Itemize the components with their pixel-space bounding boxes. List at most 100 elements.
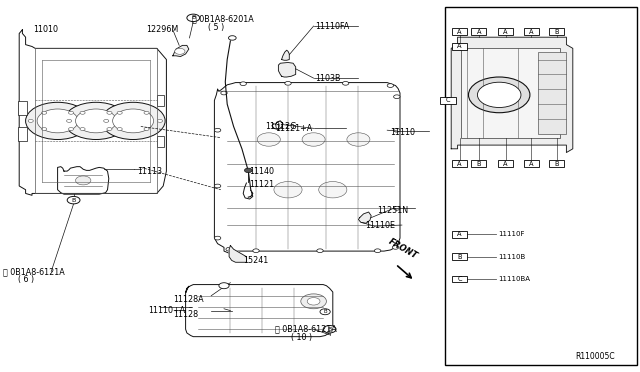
Text: 11113: 11113 [138,167,163,176]
Circle shape [342,81,349,85]
Circle shape [120,119,125,122]
Circle shape [76,176,91,185]
Circle shape [42,111,47,114]
Text: B: B [457,254,462,260]
FancyBboxPatch shape [440,97,456,104]
Bar [18,101,27,115]
FancyBboxPatch shape [452,28,467,35]
FancyBboxPatch shape [471,28,486,35]
Text: 11012G: 11012G [266,122,297,131]
Bar [157,136,164,147]
FancyBboxPatch shape [498,160,513,167]
Bar [157,95,164,106]
Circle shape [42,128,47,131]
Polygon shape [58,167,109,194]
Polygon shape [229,246,246,262]
Circle shape [374,249,381,253]
Circle shape [387,84,394,87]
Circle shape [347,133,370,146]
Circle shape [302,133,325,146]
Text: ( 6 ): ( 6 ) [18,275,34,284]
Text: A: A [529,161,534,167]
FancyBboxPatch shape [471,160,486,167]
Bar [538,52,566,134]
Text: 11121+A: 11121+A [275,124,312,133]
Text: 11128A: 11128A [173,295,204,304]
Text: R110005C: R110005C [575,352,614,361]
Text: 11110BA: 11110BA [498,276,530,282]
Circle shape [144,111,149,114]
Circle shape [468,77,530,113]
Polygon shape [19,30,166,195]
Text: A: A [476,29,481,35]
Text: B: B [554,29,559,35]
Circle shape [144,128,149,131]
Circle shape [64,102,128,140]
Text: A: A [503,29,508,35]
Circle shape [68,111,74,114]
Text: A: A [457,29,462,35]
Circle shape [253,249,259,253]
Text: ( 5 ): ( 5 ) [208,23,224,32]
Circle shape [221,91,227,95]
Bar [445,7,637,365]
Text: 11140: 11140 [250,167,275,176]
FancyBboxPatch shape [524,28,539,35]
Text: ( 10 ): ( 10 ) [291,333,312,342]
Text: 11110E: 11110E [365,221,395,230]
Text: 11110: 11110 [390,128,415,137]
Circle shape [320,309,330,315]
Circle shape [68,128,74,131]
Bar [18,127,27,141]
Circle shape [477,82,521,108]
Text: 1103B: 1103B [316,74,341,83]
Text: 11110FA: 11110FA [316,22,350,31]
Circle shape [104,119,109,122]
Circle shape [394,128,400,132]
FancyBboxPatch shape [452,231,467,238]
Circle shape [228,36,236,40]
Circle shape [187,14,200,22]
FancyBboxPatch shape [452,276,467,282]
Circle shape [175,48,185,54]
Text: A: A [457,44,462,49]
Circle shape [394,206,400,210]
Circle shape [214,128,221,132]
Circle shape [82,119,87,122]
Circle shape [214,184,221,188]
Circle shape [240,82,246,86]
Circle shape [26,102,90,140]
Polygon shape [173,45,189,57]
Text: B: B [191,15,195,20]
Polygon shape [358,212,371,223]
Text: A: A [529,29,534,35]
Text: 12296M: 12296M [146,25,178,34]
Circle shape [274,182,302,198]
Polygon shape [282,50,289,60]
Circle shape [214,236,221,240]
Circle shape [80,128,85,131]
Circle shape [117,111,122,114]
Polygon shape [278,62,296,77]
FancyBboxPatch shape [549,160,564,167]
Circle shape [226,247,232,251]
Text: 11010: 11010 [33,25,58,34]
Text: A: A [457,231,462,237]
Text: Ⓑ 0B1A8-6121A: Ⓑ 0B1A8-6121A [3,267,65,276]
Circle shape [219,283,229,289]
FancyBboxPatch shape [524,160,539,167]
Circle shape [319,182,347,198]
Circle shape [244,168,252,173]
Circle shape [67,196,80,204]
Text: 11251N: 11251N [378,206,409,215]
Circle shape [67,119,72,122]
Circle shape [257,133,280,146]
Text: B: B [323,309,327,314]
Circle shape [107,128,112,131]
Text: B: B [476,161,481,167]
Text: FRONT: FRONT [387,237,420,260]
Text: 11110+A: 11110+A [148,306,186,315]
Circle shape [157,119,163,122]
Text: 11121: 11121 [250,180,275,189]
Circle shape [307,298,320,305]
